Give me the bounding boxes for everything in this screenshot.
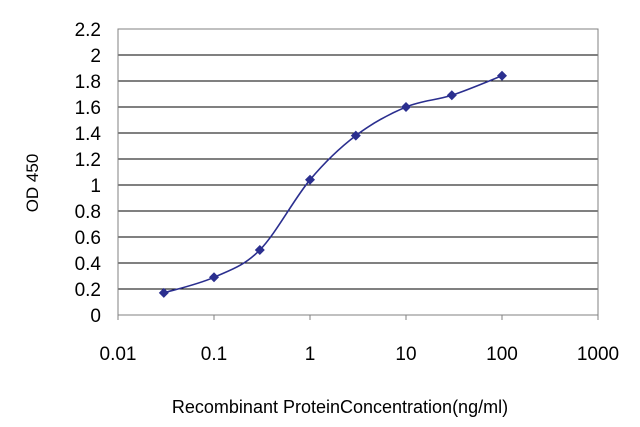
- y-tick-label: 0.8: [75, 202, 101, 223]
- series-line: [163, 75, 503, 294]
- data-point-marker: [254, 245, 265, 255]
- y-tick-label: 1.2: [75, 150, 101, 171]
- plot-area-frame: [117, 28, 599, 316]
- x-tick-label: 1: [305, 344, 316, 365]
- data-point-marker: [497, 70, 507, 81]
- data-point-marker: [209, 272, 219, 283]
- x-tick-label: 0.01: [100, 344, 137, 365]
- y-tick-label: 0.6: [75, 228, 101, 249]
- x-tick-label: 0.1: [201, 344, 227, 365]
- data-point-marker: [350, 130, 361, 141]
- y-tick-label: 0: [90, 306, 101, 327]
- y-axis-label: OD 450: [23, 154, 42, 213]
- data-point-marker: [446, 90, 457, 101]
- data-point-marker: [305, 174, 315, 185]
- y-tick-label: 1.8: [75, 72, 101, 93]
- x-tick-label: 10: [395, 344, 416, 365]
- y-tick-label: 1.4: [75, 124, 102, 145]
- y-tick-label: 1.6: [75, 98, 101, 119]
- y-tick-label: 2: [90, 46, 101, 67]
- x-tick-label: 100: [486, 344, 518, 365]
- x-axis-label: Recombinant ProteinConcentration(ng/ml): [172, 397, 508, 417]
- y-tick-label: 2.2: [75, 20, 101, 41]
- series-group: [158, 70, 507, 298]
- y-axis-tick-labels: 0 0.2 0.4 0.6 0.8 1 1.2 1.4 1.6 1.8 2 2.2: [75, 20, 102, 327]
- x-axis-tick-labels: 0.01 0.1 1 10 100 1000: [100, 344, 620, 365]
- y-tick-label: 1: [90, 176, 101, 197]
- data-point-marker: [401, 102, 411, 112]
- x-axis-ticks: [117, 315, 599, 320]
- y-tick-label: 0.4: [75, 254, 102, 275]
- data-point-marker: [158, 287, 169, 298]
- x-tick-label: 1000: [577, 344, 619, 365]
- y-tick-label: 0.2: [75, 280, 101, 301]
